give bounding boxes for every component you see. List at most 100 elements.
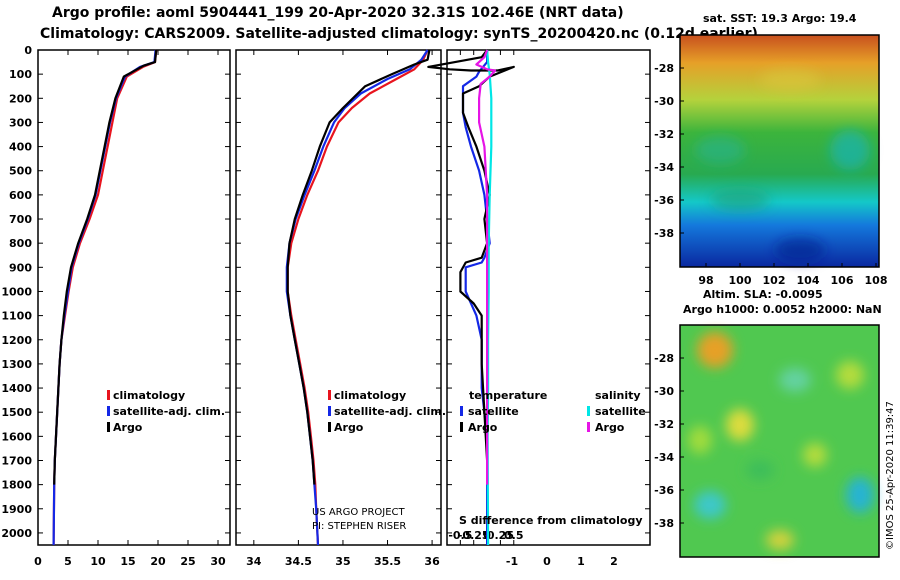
legend-swatch-satellite (328, 406, 331, 416)
depth-tick-label: 1800 (1, 479, 32, 492)
depth-tick-label: 200 (9, 92, 32, 105)
series-line-argo (286, 49, 431, 485)
legend-swatch-climatology (107, 390, 110, 400)
salinity-legend: climatology satellite-adj. clim. Argo US… (312, 389, 446, 532)
legend-heading-temperature: temperature (469, 389, 547, 402)
legend-label-satellite: satellite-adj. clim. (113, 405, 225, 418)
sla-map-texture (688, 332, 874, 550)
x-tick-label: 5 (64, 555, 72, 568)
pi-credit: PI: STEPHEN RISER (312, 521, 406, 532)
x-tick-label-temperature: 0 (543, 555, 551, 568)
map-y-tick-label: -28 (654, 352, 674, 365)
depth-tick-label: 1400 (1, 382, 32, 395)
map-x-tick-label: 102 (763, 274, 786, 287)
map-x-tick-label: 104 (797, 274, 820, 287)
x-tick-label-temperature: -1 (506, 555, 518, 568)
x-tick-label: 34 (246, 555, 262, 568)
legend-label-sal-satellite: satellite (595, 405, 646, 418)
header-title-line1: Argo profile: aoml 5904441_199 20-Apr-20… (52, 5, 624, 21)
map-y-tick-label: -38 (654, 227, 674, 240)
depth-tick-label: 100 (9, 68, 32, 81)
map-x-tick-label: 106 (831, 274, 854, 287)
map-y-tick-label: -36 (654, 484, 674, 497)
difference-legend: temperature satellite Argo salinity sate… (459, 389, 646, 527)
x-tick-label: 36 (424, 555, 440, 568)
temperature-panel-frame (37, 49, 231, 546)
sst-map-texture (695, 70, 870, 262)
map-y-tick-label: -34 (654, 161, 674, 174)
series-line-salinity-argo (475, 49, 497, 485)
depth-tick-label: 1500 (1, 406, 32, 419)
depth-tick-label: 0 (24, 44, 32, 57)
map-y-tick-label: -38 (654, 517, 674, 530)
map-x-tick-label: 108 (865, 274, 888, 287)
depth-tick-label: 1300 (1, 358, 32, 371)
map-x-tick-label: 100 (729, 274, 752, 287)
depth-tick-label: 400 (9, 141, 32, 154)
x-tick-label: 10 (90, 555, 106, 568)
legend-swatch-sal-satellite (587, 406, 590, 416)
legend-swatch-argo (328, 422, 331, 432)
temperature-legend: climatology satellite-adj. clim. Argo (107, 389, 225, 434)
x-tick-label: 35 (335, 555, 350, 568)
legend-label-temp-satellite: satellite (468, 405, 519, 418)
project-credit: US ARGO PROJECT (312, 507, 406, 518)
legend-swatch-temp-satellite (460, 406, 463, 416)
legend-label-temp-argo: Argo (468, 421, 498, 434)
map-y-tick-label: -30 (654, 385, 674, 398)
x-tick-label: 30 (210, 555, 226, 568)
x-tick-label-temperature: 1 (577, 555, 585, 568)
map-y-tick-label: -34 (654, 451, 674, 464)
map-y-tick-label: -36 (654, 194, 674, 207)
x-tick-label: 25 (180, 555, 195, 568)
legend-heading-salinity: salinity (595, 389, 641, 402)
depth-tick-label: 1200 (1, 334, 32, 347)
depth-tick-label: 900 (9, 261, 32, 274)
difference-panel-frame (446, 49, 651, 546)
legend-swatch-satellite (107, 406, 110, 416)
legend-swatch-sal-argo (587, 422, 590, 432)
depth-tick-label: 1600 (1, 430, 32, 443)
x-tick-label-temperature: 2 (610, 555, 618, 568)
depth-tick-label: 1100 (1, 310, 32, 323)
salinity-panel-frame (235, 49, 442, 546)
legend-label-climatology: climatology (113, 389, 185, 402)
depth-axis: 0 100 200 300 400 500 600 700 800 900 1000 1100 1200… (1, 44, 32, 540)
x-tick-label: 20 (150, 555, 166, 568)
legend-label-argo: Argo (113, 421, 143, 434)
depth-tick-label: 1900 (1, 503, 32, 516)
sst-map-title: sat. SST: 19.3 Argo: 19.4 (703, 12, 857, 25)
difference-xlabel: S difference from climatology (459, 514, 643, 527)
x-tick-label: 0.25 (487, 529, 514, 542)
map-x-tick-label: 98 (698, 274, 713, 287)
sla-map: Argo h1000: 0.0052 h2000: NaN -28 -30 -32 -… (654, 303, 882, 558)
sla-title: Altim. SLA: -0.0095 (703, 288, 823, 301)
legend-label-climatology: climatology (334, 389, 406, 402)
map-y-tick-label: -32 (654, 128, 674, 141)
legend-swatch-temp-argo (460, 422, 463, 432)
sst-map: sat. SST: 19.3 Argo: 19.4 -28 -30 -32 -34 -3… (654, 12, 887, 301)
x-tick-label: 35.5 (374, 555, 401, 568)
x-tick-label: -0.25 (458, 529, 490, 542)
legend-swatch-argo (107, 422, 110, 432)
header-title-line2: Climatology: CARS2009. Satellite-adjuste… (40, 26, 758, 42)
x-tick-label: 34.5 (285, 555, 312, 568)
depth-tick-label: 700 (9, 213, 32, 226)
legend-label-argo: Argo (334, 421, 364, 434)
map-y-tick-label: -32 (654, 418, 674, 431)
temperature-plot: 0 5 10 15 20 25 30 (34, 49, 230, 568)
legend-swatch-climatology (328, 390, 331, 400)
imos-credit: ©IMOS 25-Apr-2020 11:39:47 (885, 401, 896, 550)
depth-tick-label: 1700 (1, 454, 32, 467)
map-y-tick-label: -30 (654, 95, 674, 108)
series-line-argo (53, 49, 158, 485)
depth-tick-label: 800 (9, 237, 32, 250)
x-tick-label: 0.5 (504, 529, 524, 542)
salinity-plot: 34 34.5 35 35.5 36 (236, 49, 441, 568)
x-tick-label: 15 (120, 555, 135, 568)
legend-label-satellite: satellite-adj. clim. (334, 405, 446, 418)
depth-tick-label: 2000 (1, 527, 32, 540)
depth-tick-label: 1000 (1, 285, 32, 298)
